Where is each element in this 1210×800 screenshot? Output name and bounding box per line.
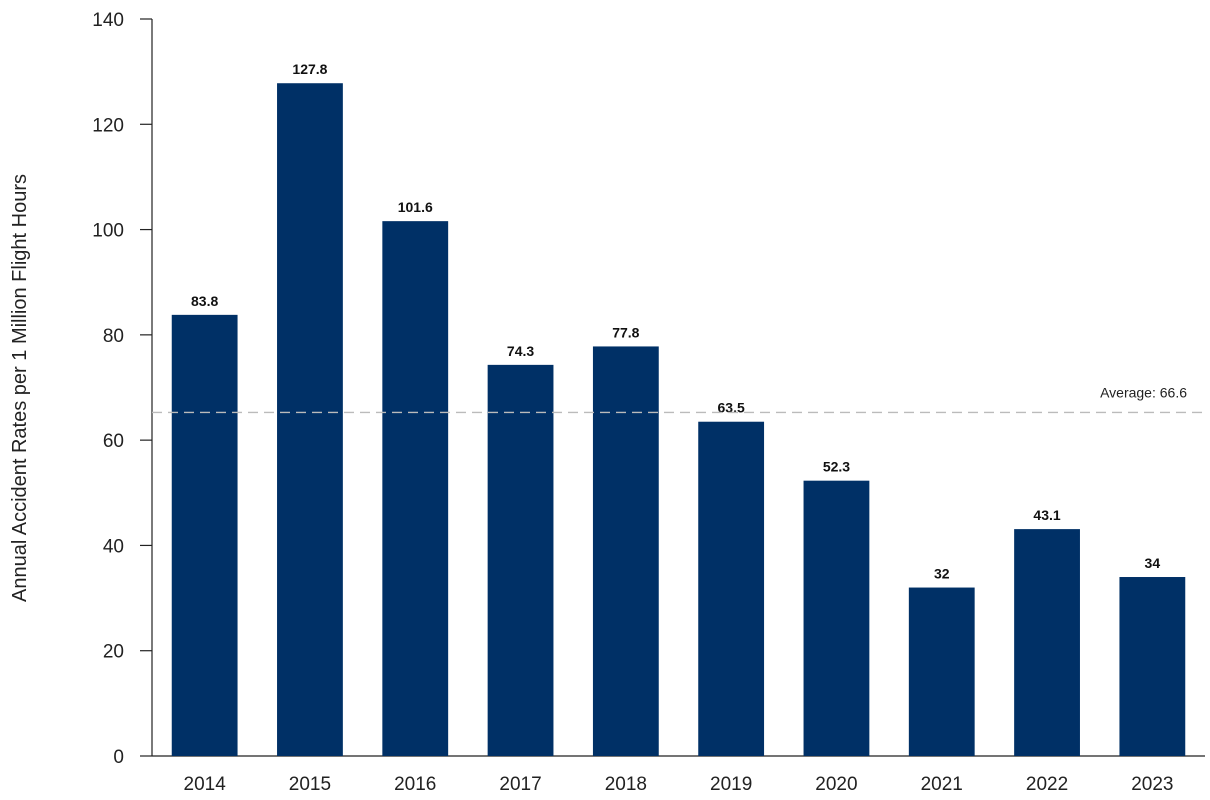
x-tick-label: 2022 xyxy=(1026,774,1068,795)
data-label-2017: 74.3 xyxy=(507,343,534,359)
bars xyxy=(171,83,1186,757)
data-label-2019: 63.5 xyxy=(718,400,745,416)
data-label-2018: 77.8 xyxy=(612,324,639,340)
data-label-2020: 52.3 xyxy=(823,459,850,475)
y-tick-label: 40 xyxy=(103,536,124,557)
bar-2020 xyxy=(803,480,870,756)
y-tick-label: 120 xyxy=(92,115,124,136)
bar-2014 xyxy=(171,314,238,756)
bar-2016 xyxy=(382,221,449,757)
average-label: Average: 66.6 xyxy=(1100,384,1187,400)
bar-2019 xyxy=(698,421,765,756)
y-tick-label: 140 xyxy=(92,10,124,31)
y-tick-label: 100 xyxy=(92,221,124,242)
y-tick-label: 20 xyxy=(103,642,124,663)
data-labels: 83.8 127.8 101.6 74.3 77.8 63.5 52.3 32 43.1 34 xyxy=(191,61,1160,581)
y-tick-label: 60 xyxy=(103,431,124,452)
average-reference: Average: 66.6 xyxy=(152,384,1205,414)
y-axis: 0 20 40 60 80 100 120 140 xyxy=(92,10,153,768)
x-tick-label: 2017 xyxy=(499,774,541,795)
x-axis: 2014 2015 2016 2017 2018 2019 2020 2021 2022 2023 xyxy=(152,755,1205,795)
x-tick-label: 2016 xyxy=(394,774,436,795)
data-label-2023: 34 xyxy=(1145,555,1161,571)
data-label-2016: 101.6 xyxy=(398,199,433,215)
x-tick-label: 2019 xyxy=(710,774,752,795)
bar-2018 xyxy=(592,346,659,756)
bar-2023 xyxy=(1119,577,1186,756)
bar-2015 xyxy=(277,83,343,756)
x-tick-label: 2015 xyxy=(289,774,331,795)
bar-2022 xyxy=(1014,529,1080,756)
x-tick-label: 2018 xyxy=(605,774,647,795)
data-label-2014: 83.8 xyxy=(191,293,218,309)
x-tick-label: 2020 xyxy=(815,774,857,795)
x-tick-label: 2014 xyxy=(184,774,227,795)
x-tick-label: 2023 xyxy=(1131,774,1173,795)
y-axis-title: Annual Accident Rates per 1 Million Flig… xyxy=(9,174,31,602)
x-tick-label: 2021 xyxy=(921,774,963,795)
data-label-2015: 127.8 xyxy=(292,61,327,77)
bar-2017 xyxy=(487,364,554,756)
data-label-2022: 43.1 xyxy=(1033,507,1060,523)
y-tick-label: 0 xyxy=(113,747,124,768)
data-label-2021: 32 xyxy=(934,566,950,582)
bar-2021 xyxy=(908,587,975,756)
y-tick-label: 80 xyxy=(103,326,124,347)
